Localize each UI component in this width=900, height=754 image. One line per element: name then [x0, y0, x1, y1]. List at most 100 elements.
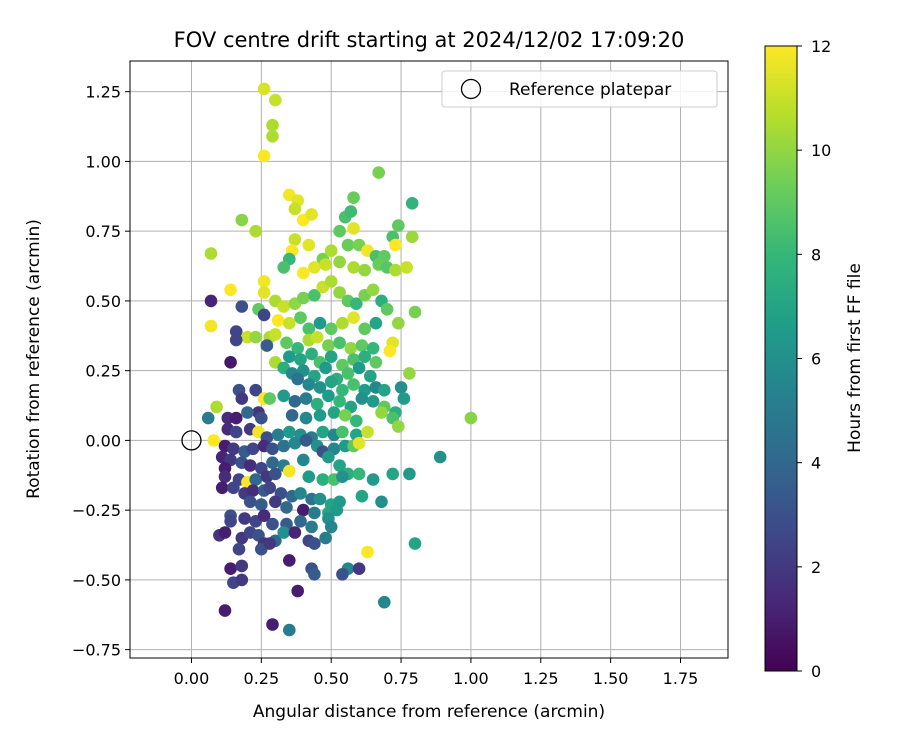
x-tick-label: 0.50 — [313, 669, 349, 688]
scatter-point — [319, 361, 332, 375]
scatter-point — [392, 420, 405, 433]
scatter-point — [366, 395, 380, 408]
scatter-point — [324, 322, 338, 336]
scatter-point — [299, 434, 313, 447]
scatter-point — [269, 495, 282, 509]
scatter-point — [397, 392, 411, 405]
scatter-point — [283, 350, 296, 364]
scatter-point — [308, 537, 321, 550]
scatter-point — [389, 263, 402, 277]
scatter-point — [330, 503, 344, 517]
scatter-point — [355, 339, 369, 352]
scatter-point — [235, 392, 249, 405]
y-tick-label: −0.25 — [72, 501, 121, 520]
scatter-point — [322, 450, 335, 464]
scatter-point — [464, 411, 478, 425]
scatter-point — [347, 261, 360, 274]
scatter-point — [405, 230, 419, 244]
scatter-point — [352, 467, 366, 481]
scatter-point — [333, 255, 346, 269]
scatter-point — [308, 261, 321, 274]
scatter-point — [313, 316, 327, 330]
scatter-point — [344, 205, 358, 218]
x-axis-label: Angular distance from reference (arcmin) — [253, 702, 605, 722]
scatter-point — [218, 604, 232, 617]
scatter-point — [246, 442, 260, 456]
scatter-point — [366, 342, 380, 355]
scatter-point — [408, 537, 422, 550]
scatter-point — [336, 568, 349, 581]
scatter-point — [313, 409, 327, 422]
scatter-point — [227, 442, 240, 456]
scatter-point — [257, 149, 271, 163]
scatter-point — [235, 573, 249, 587]
scatter-point — [305, 208, 318, 221]
scatter-point — [322, 389, 335, 403]
scatter-point — [204, 247, 218, 260]
scatter-point — [302, 238, 316, 252]
scatter-point — [288, 233, 302, 246]
scatter-point — [229, 411, 243, 425]
scatter-point — [297, 503, 310, 517]
scatter-point — [229, 333, 243, 347]
scatter-point — [235, 300, 249, 313]
scatter-point — [308, 289, 321, 302]
scatter-point — [235, 213, 249, 227]
scatter-point — [257, 286, 271, 299]
scatter-point — [266, 130, 279, 143]
scatter-point — [405, 197, 419, 210]
scatter-point — [344, 342, 358, 355]
scatter-point — [204, 319, 218, 333]
scatter-point — [294, 353, 307, 366]
scatter-point — [232, 542, 246, 556]
scatter-point — [297, 266, 310, 280]
scatter-point — [283, 623, 296, 637]
scatter-point — [333, 459, 346, 472]
scatter-point — [266, 517, 279, 531]
scatter-point — [254, 411, 268, 425]
scatter-point — [291, 372, 305, 386]
scatter-point — [260, 339, 274, 352]
scatter-point — [324, 375, 338, 389]
scatter-point — [375, 406, 388, 419]
scatter-point — [333, 224, 346, 238]
scatter-point — [218, 526, 232, 539]
scatter-point — [336, 425, 349, 439]
scatter-point — [305, 520, 318, 534]
scatter-point — [266, 118, 279, 132]
scatter-point — [224, 562, 237, 575]
scatter-point — [285, 409, 299, 422]
scatter-point — [263, 481, 277, 495]
scatter-point — [324, 520, 338, 534]
scatter-point — [369, 316, 383, 330]
scatter-point — [369, 356, 383, 369]
y-tick-label: 1.00 — [85, 152, 121, 171]
scatter-point — [361, 425, 374, 439]
y-tick-label: −0.50 — [72, 571, 121, 590]
scatter-point — [352, 436, 366, 450]
scatter-point — [358, 322, 372, 336]
scatter-point — [249, 383, 262, 397]
scatter-point — [280, 501, 293, 514]
scatter-point — [243, 495, 257, 509]
reference-platepar-marker — [181, 430, 202, 451]
scatter-point — [229, 425, 243, 439]
scatter-point — [283, 425, 296, 439]
legend-label: Reference platepar — [509, 80, 671, 100]
scatter-point — [336, 383, 349, 397]
scatter-point — [215, 481, 229, 495]
scatter-point — [288, 526, 302, 539]
scatter-point — [327, 406, 341, 419]
scatter-point — [347, 311, 360, 325]
scatter-point — [249, 473, 262, 486]
scatter-point — [358, 350, 372, 364]
scatter-point — [257, 509, 271, 522]
scatter-point — [355, 392, 369, 405]
y-tick-label: 0.50 — [85, 292, 121, 311]
scatter-point — [400, 261, 413, 274]
scatter-point — [333, 286, 346, 299]
scatter-point — [246, 484, 260, 497]
scatter-point — [257, 82, 271, 96]
scatter-point — [257, 275, 271, 288]
